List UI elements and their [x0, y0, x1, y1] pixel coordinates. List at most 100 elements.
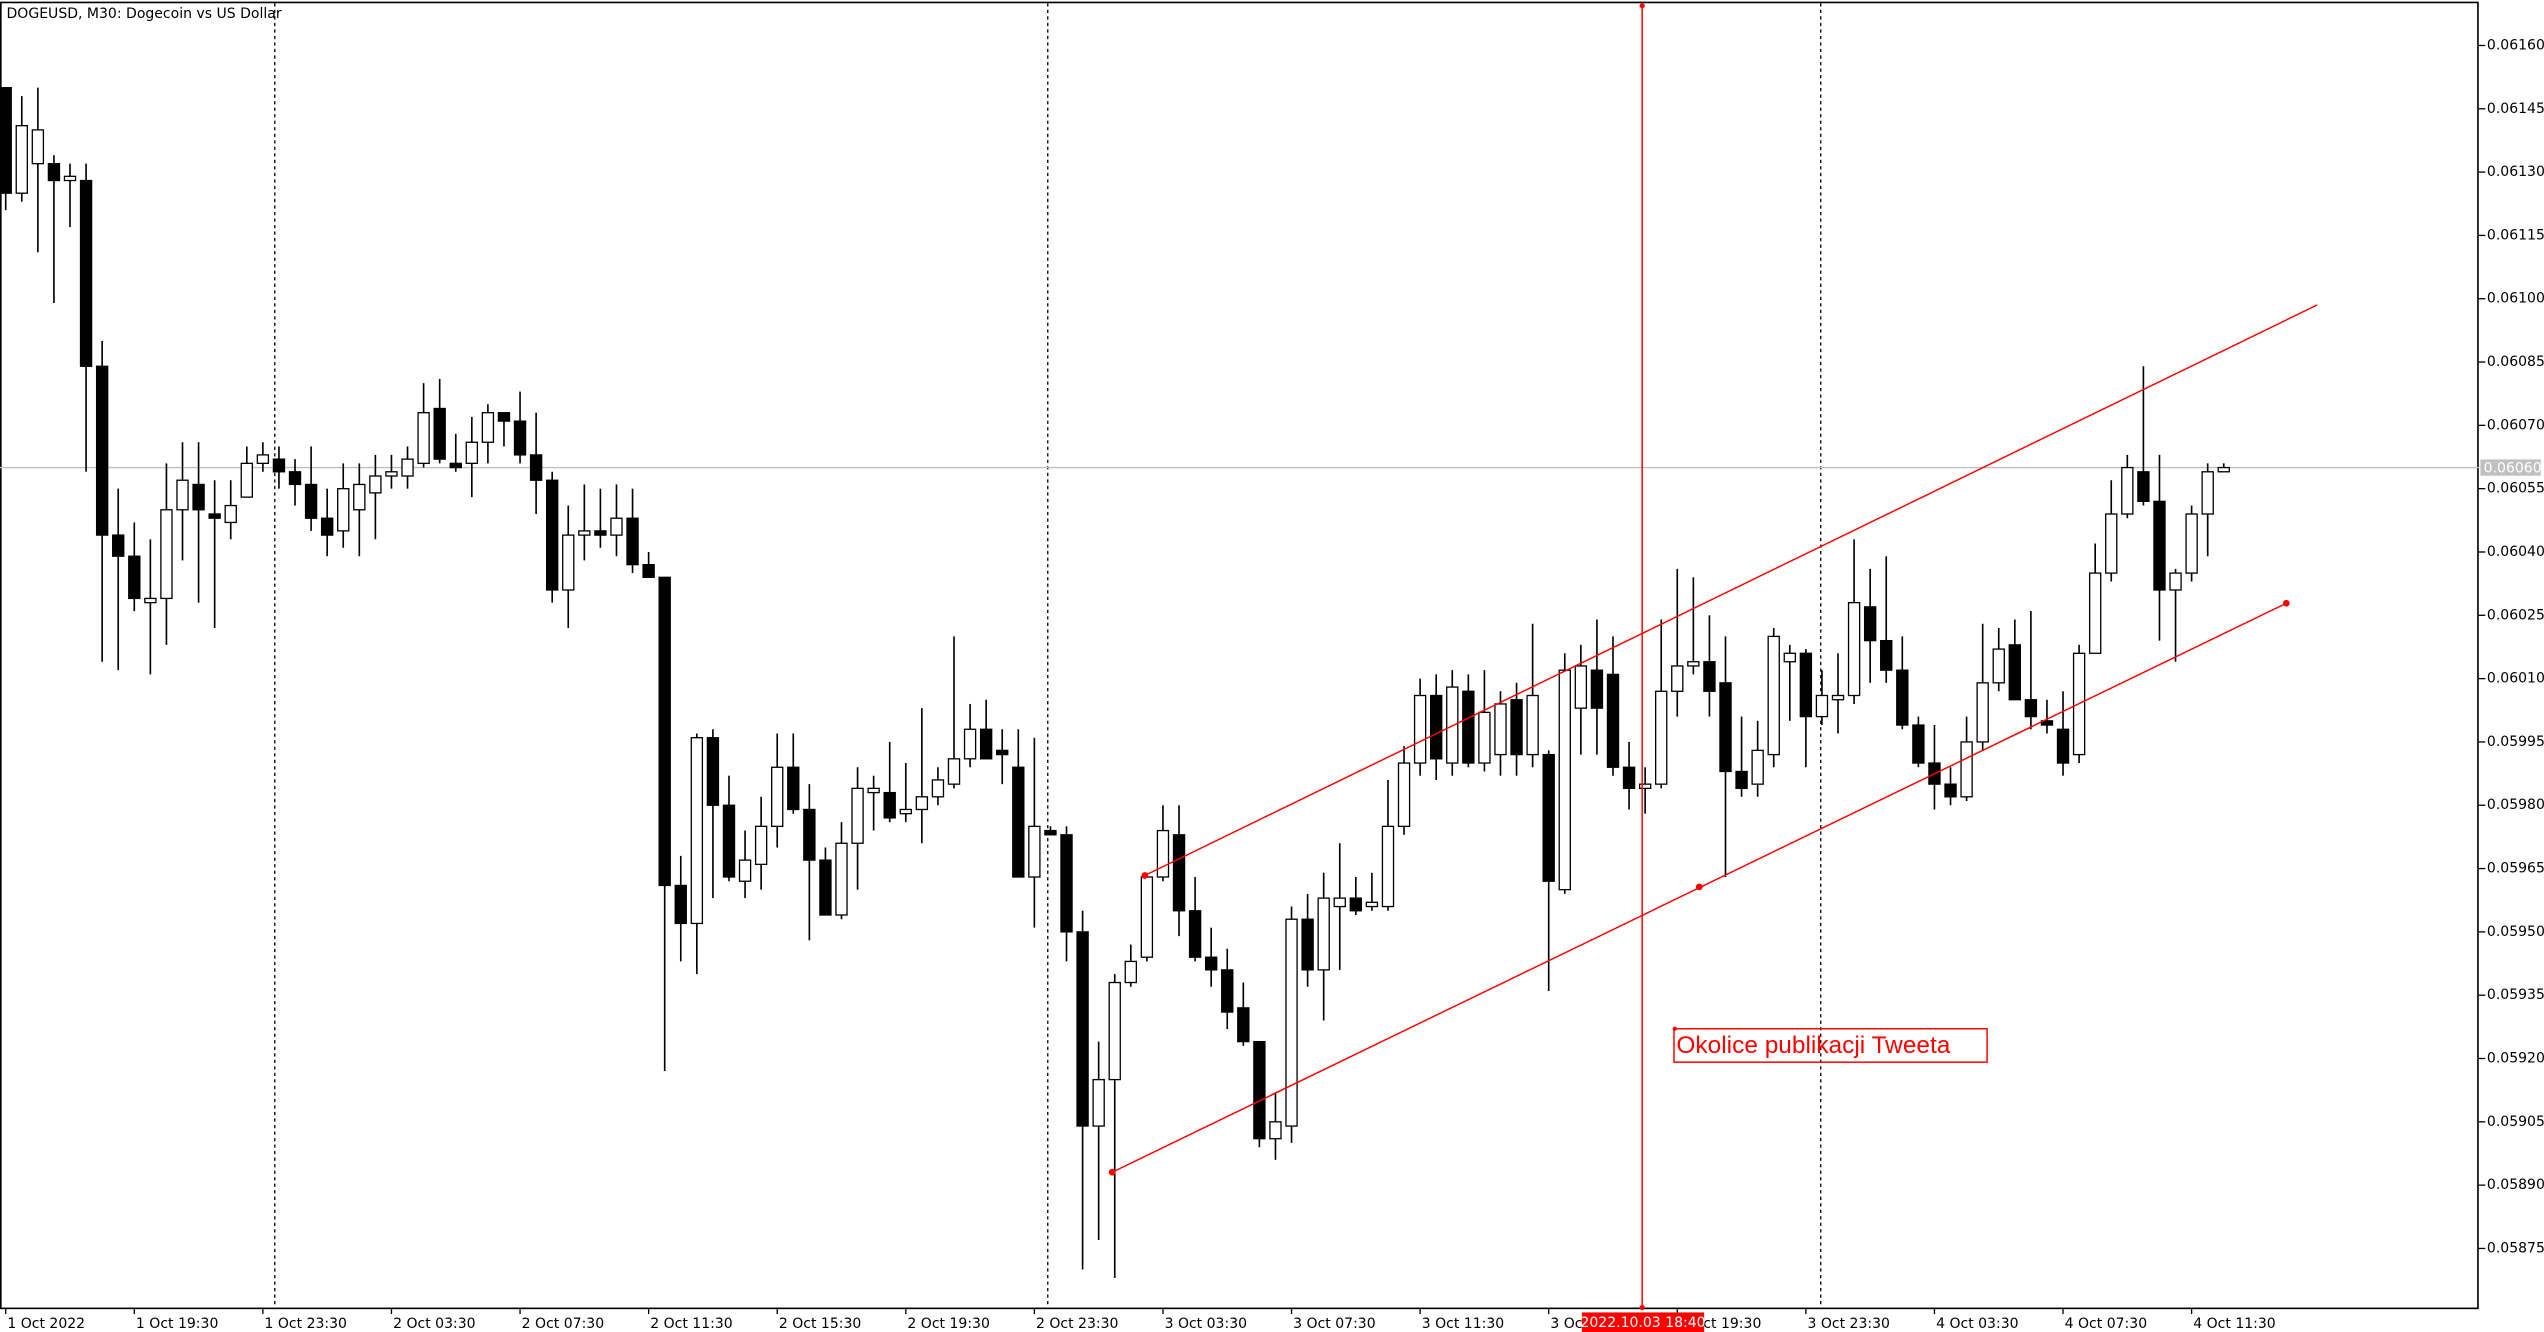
candle-body — [1767, 635, 1780, 756]
candle-body — [2008, 644, 2022, 701]
candle-body — [2201, 471, 2214, 515]
candle-body — [240, 462, 253, 498]
candle-body — [1944, 783, 1957, 798]
candle-body — [112, 534, 125, 557]
candle-body — [385, 471, 398, 477]
candle-body — [1204, 956, 1218, 971]
candle-body — [1896, 669, 1909, 726]
candle-body — [626, 517, 639, 566]
candle-body — [1108, 981, 1121, 1081]
candle-body — [996, 749, 1009, 756]
x-tick-label: 3 Oct 07:30 — [1293, 1316, 1375, 1332]
y-tick-label: 0.05950 — [2487, 924, 2544, 940]
y-tick-label: 0.05980 — [2487, 797, 2544, 813]
candle-body — [288, 471, 302, 486]
channel-anchor — [1695, 883, 1703, 891]
candle-body — [1703, 661, 1716, 692]
candle-body — [931, 779, 945, 798]
y-tick-label: 0.05920 — [2487, 1051, 2544, 1067]
y-tick-label: 0.05995 — [2487, 734, 2544, 750]
y-tick-label: 0.06010 — [2487, 671, 2544, 687]
candle-body — [79, 179, 93, 367]
x-tick-label: 4 Oct 07:30 — [2065, 1316, 2147, 1332]
channel — [1108, 304, 2318, 1176]
candle-body — [0, 87, 12, 194]
candle-body — [31, 129, 45, 165]
candle-body — [1237, 1007, 1250, 1043]
channel-anchor — [2282, 599, 2290, 607]
candle-body — [95, 365, 109, 536]
y-tick-label: 0.05935 — [2487, 987, 2544, 1003]
candle-body — [722, 804, 736, 878]
y-tick-label: 0.05965 — [2487, 861, 2544, 877]
candle-body — [738, 859, 752, 882]
candle-body — [1976, 682, 1989, 743]
candle-body — [2024, 699, 2038, 718]
candle-body — [1446, 686, 1459, 764]
candle-body — [1590, 669, 1604, 709]
candle-body — [754, 825, 768, 865]
candle-body — [562, 534, 575, 591]
y-tick-label: 0.06115 — [2487, 227, 2544, 243]
candle-body — [1751, 749, 1764, 785]
candle-body — [819, 859, 832, 916]
candle-body — [963, 728, 977, 760]
candle-body — [979, 728, 993, 760]
candle-body — [1719, 682, 1732, 773]
candle-body — [1365, 901, 1379, 908]
crosshair-label: 2022.10.03 18:40 — [1580, 1315, 1705, 1331]
candle-body — [513, 420, 527, 456]
candle-body — [1044, 829, 1057, 836]
candle-body — [578, 530, 591, 536]
candle-body — [15, 125, 28, 194]
x-tick-label: 2 Oct 11:30 — [650, 1316, 732, 1332]
plot-frame — [0, 1, 2479, 1310]
candle-body — [128, 555, 141, 600]
candle-body — [1221, 969, 1234, 1013]
y-tick-label: 0.06085 — [2487, 354, 2544, 370]
candle-body — [2185, 513, 2198, 574]
candle-body — [594, 530, 607, 536]
y-tick-label: 0.06070 — [2487, 417, 2544, 433]
candle-body — [883, 791, 896, 819]
candle-body — [1301, 918, 1314, 971]
x-tick-label: 2 Oct 07:30 — [522, 1316, 604, 1332]
candle-body — [1317, 897, 1330, 971]
candle-body — [2121, 466, 2134, 515]
x-tick-label: 3 Oct 03:30 — [1165, 1316, 1247, 1332]
candle-body — [642, 563, 655, 578]
annotation-box — [1673, 1028, 1988, 1063]
candle-body — [658, 576, 671, 887]
candle-body — [160, 509, 173, 600]
event-marker: Okolice publikacji Tweeta — [1639, 3, 1988, 1311]
candle-body — [47, 163, 61, 182]
channel-anchor — [1108, 1168, 1116, 1176]
candle-body — [1349, 897, 1363, 912]
candle-body — [1799, 652, 1813, 718]
candle-body — [1269, 1121, 1282, 1140]
candle-body — [1622, 766, 1636, 790]
candle-body — [1188, 910, 1202, 958]
y-tick-label: 0.06160 — [2487, 37, 2544, 53]
candle-body — [1542, 753, 1555, 882]
current-price-label: 0.06060 — [2484, 460, 2542, 476]
candle-body — [1815, 694, 1829, 718]
y-tick-label: 0.05875 — [2487, 1240, 2544, 1256]
candle-body — [545, 479, 559, 591]
candle-body — [272, 458, 286, 473]
event-anchor — [1639, 3, 1645, 9]
candle-body — [690, 737, 704, 925]
y-tick-label: 0.06130 — [2487, 164, 2544, 180]
x-tick-label: 4 Oct 03:30 — [1936, 1316, 2018, 1332]
candle-body — [224, 504, 237, 524]
candle-body — [1880, 639, 1893, 671]
candle-body — [1847, 601, 1861, 697]
candle-body — [1510, 699, 1523, 756]
candle-body — [1606, 673, 1620, 768]
candle-body — [1992, 648, 2005, 684]
candle-body — [2056, 728, 2070, 764]
candle-body — [433, 407, 446, 460]
candle-body — [1687, 661, 1700, 667]
candle-body — [2153, 500, 2166, 591]
